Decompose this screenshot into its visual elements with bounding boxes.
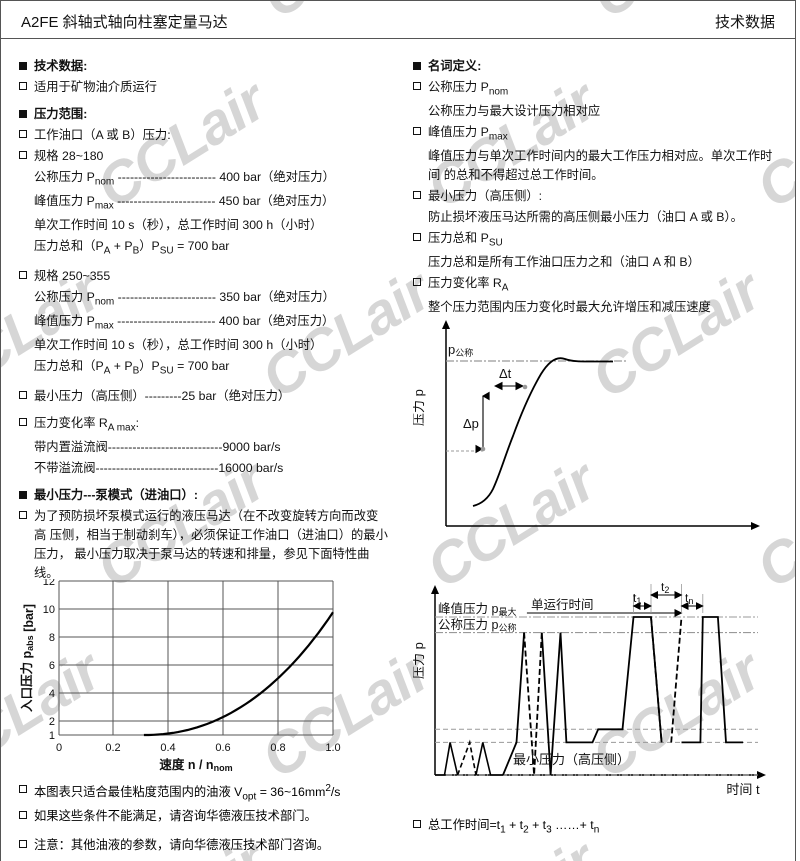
- svg-text:10: 10: [43, 604, 55, 616]
- svg-text:0.6: 0.6: [215, 742, 230, 754]
- svg-text:t1: t1: [633, 591, 641, 606]
- svg-text:Δp: Δp: [463, 416, 479, 431]
- svg-text:0.8: 0.8: [270, 742, 285, 754]
- svg-text:压力 p: 压力 p: [413, 389, 426, 426]
- svg-text:峰值压力 p最大: 峰值压力 p最大: [438, 601, 516, 617]
- svg-text:p公称: p公称: [448, 342, 473, 358]
- svg-text:速度 n / nnom: 速度 n / nnom: [159, 757, 232, 773]
- svg-text:6: 6: [49, 660, 55, 672]
- svg-text:公称压力 p公称: 公称压力 p公称: [438, 618, 516, 633]
- svg-text:4: 4: [49, 688, 55, 700]
- svg-text:1: 1: [49, 730, 55, 742]
- svg-text:压力 p: 压力 p: [413, 642, 426, 679]
- svg-text:Δt: Δt: [499, 366, 512, 381]
- svg-text:0: 0: [56, 742, 62, 754]
- svg-text:tn: tn: [685, 591, 693, 606]
- svg-text:单运行时间: 单运行时间: [531, 598, 594, 612]
- svg-text:最小压力（高压侧）: 最小压力（高压侧）: [513, 752, 630, 767]
- svg-text:t2: t2: [661, 580, 669, 595]
- svg-text:时间 t: 时间 t: [726, 782, 760, 797]
- svg-text:0.2: 0.2: [105, 742, 120, 754]
- svg-text:12: 12: [43, 579, 55, 588]
- svg-text:2: 2: [49, 716, 55, 728]
- svg-text:0.4: 0.4: [160, 742, 175, 754]
- svg-text:8: 8: [49, 632, 55, 644]
- svg-text:入口压力 pabs [bar]: 入口压力 pabs [bar]: [19, 604, 36, 712]
- svg-text:1.0: 1.0: [325, 742, 340, 754]
